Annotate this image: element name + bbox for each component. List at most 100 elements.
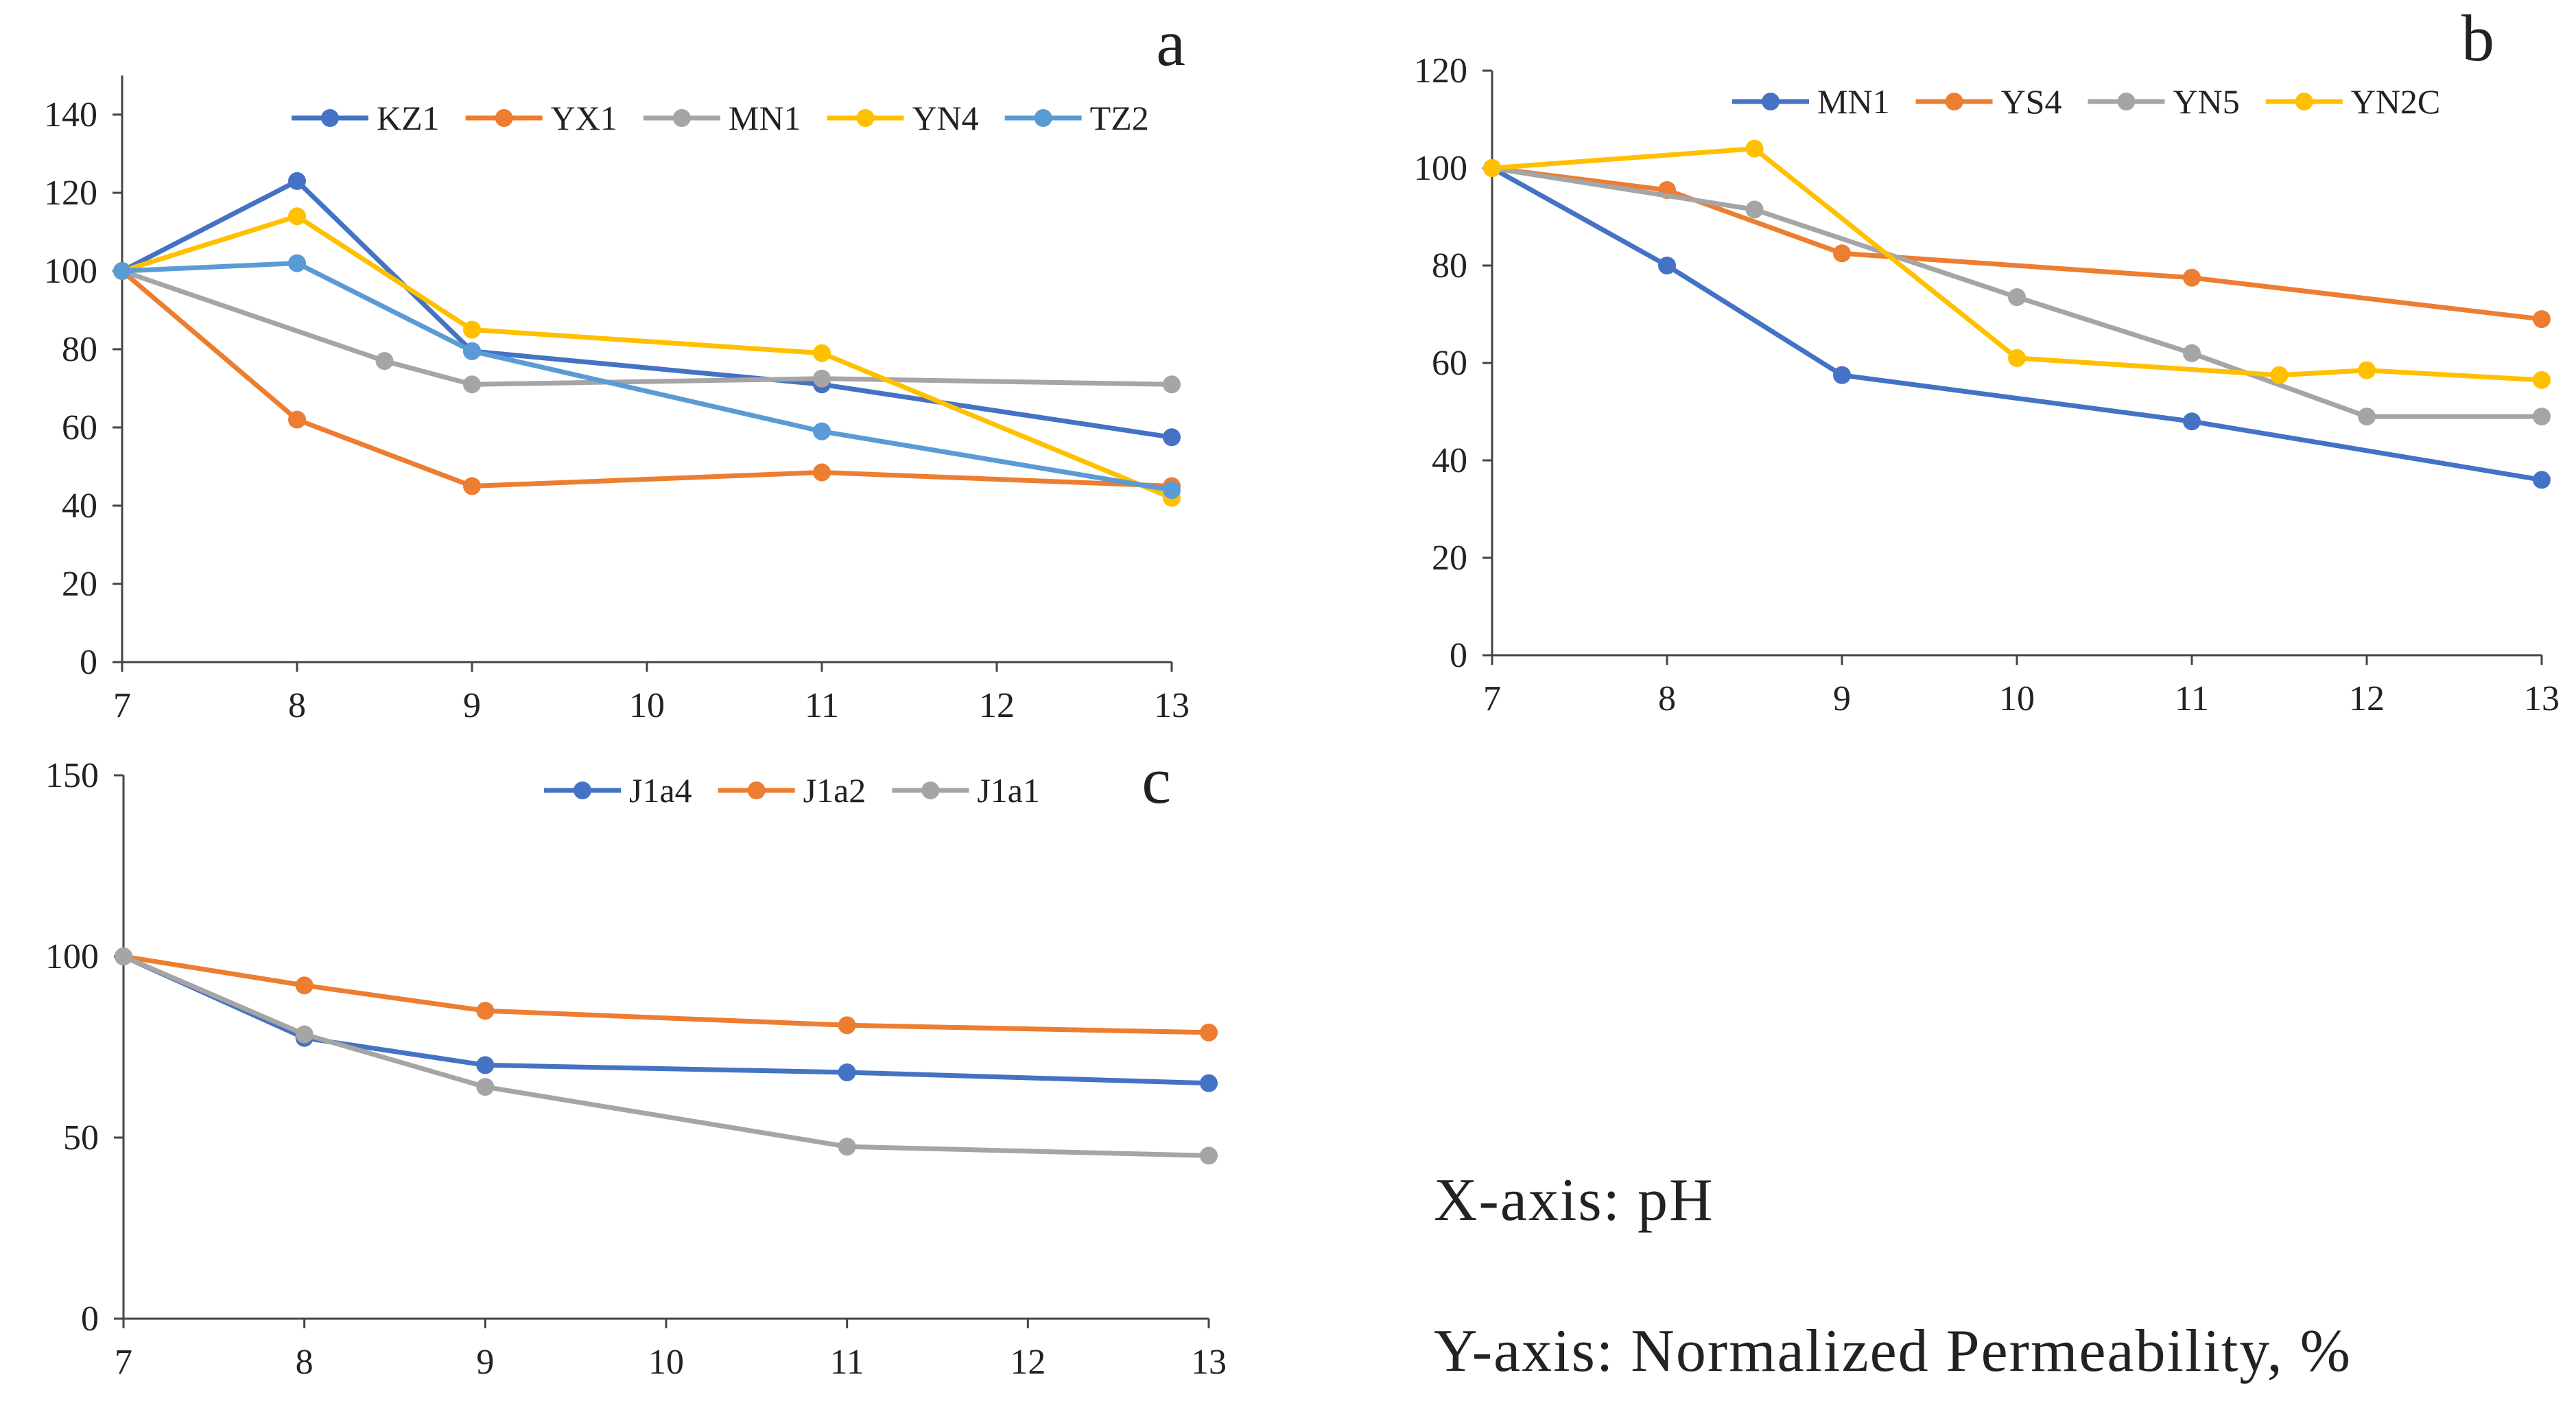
y-tick-label: 100	[44, 252, 97, 291]
y-tick-label: 0	[81, 1299, 99, 1339]
y-tick-label: 40	[62, 486, 97, 526]
y-tick-label: 60	[1432, 344, 1467, 383]
legend-label: YN4	[912, 99, 978, 137]
series-line-YX1	[119, 268, 1174, 489]
data-point-YS4	[1833, 244, 1851, 263]
legend-swatch-marker	[2295, 93, 2313, 110]
data-point-YN2C	[1483, 159, 1501, 177]
legend-swatch-marker	[747, 781, 766, 799]
legend-swatch-marker	[2117, 93, 2136, 110]
data-point-MN1	[2533, 471, 2551, 489]
legend-label: MN1	[729, 99, 801, 137]
x-tick-label: 9	[1833, 679, 1851, 718]
data-point-J1a1	[1200, 1146, 1218, 1165]
legend-swatch-marker	[672, 109, 691, 127]
x-tick-label: 12	[2349, 679, 2385, 718]
data-point-YN5	[2358, 408, 2376, 426]
x-tick-label: 12	[979, 686, 1015, 725]
y-tick-label: 120	[1414, 51, 1467, 91]
legend-label: J1a1	[977, 771, 1040, 810]
data-point-YN2C	[2358, 361, 2376, 379]
data-point-J1a2	[838, 1016, 856, 1035]
y-tick-label: 20	[62, 565, 97, 604]
x-tick-label: 10	[1999, 679, 2035, 718]
y-tick-label: 60	[62, 408, 97, 447]
data-point-TZ2	[463, 342, 481, 360]
data-point-YN2C	[2008, 349, 2026, 367]
data-point-YX1	[813, 463, 831, 482]
legend-label: YN2C	[2351, 82, 2441, 121]
series-line-YN4	[119, 213, 1174, 501]
y-axis-note: Y-axis: Normalized Permeability, %	[1434, 1318, 2352, 1385]
data-point-YN2C	[2270, 366, 2289, 384]
data-point-YS4	[2183, 268, 2201, 287]
series-line-J1a1	[121, 954, 1212, 1158]
x-tick-label: 7	[113, 686, 131, 725]
legend-swatch-marker	[1034, 109, 1052, 127]
data-point-YN5	[1745, 200, 1764, 219]
x-tick-label: 11	[830, 1343, 864, 1382]
y-tick-label: 100	[45, 937, 99, 976]
data-point-MN1	[1833, 366, 1851, 384]
legend-label: TZ2	[1090, 99, 1149, 137]
y-tick-label: 140	[44, 95, 97, 134]
data-point-TZ2	[1163, 481, 1181, 499]
y-tick-label: 120	[44, 174, 97, 213]
y-tick-label: 100	[1414, 149, 1467, 188]
legend-swatch-marker	[321, 109, 339, 127]
x-tick-label: 10	[648, 1343, 684, 1382]
x-tick-label: 13	[2524, 679, 2560, 718]
data-point-YN4	[813, 344, 831, 362]
series-line-MN1	[1489, 165, 2544, 482]
data-point-MN1	[813, 369, 831, 388]
x-tick-label: 13	[1154, 686, 1190, 725]
x-tick-label: 11	[2175, 679, 2209, 718]
legend-label: MN1	[1817, 82, 1890, 121]
legend-swatch-marker	[1762, 93, 1780, 110]
data-point-KZ1	[1163, 428, 1181, 447]
legend-label: J1a2	[803, 771, 866, 810]
data-point-KZ1	[288, 172, 306, 190]
x-axis-note: X-axis: pH	[1434, 1167, 1714, 1234]
series-line-YN5	[1489, 165, 2544, 419]
data-point-TZ2	[288, 254, 306, 272]
data-point-J1a1	[295, 1025, 314, 1044]
data-point-TZ2	[113, 262, 131, 280]
series-line-TZ2	[119, 261, 1174, 493]
data-point-J1a4	[838, 1063, 856, 1081]
data-point-J1a1	[476, 1078, 495, 1096]
legend-swatch-marker	[1945, 93, 1963, 110]
data-point-MN1	[375, 352, 394, 370]
y-tick-label: 80	[1432, 246, 1467, 285]
data-point-YX1	[463, 477, 481, 495]
data-point-MN1	[1658, 257, 1676, 274]
data-point-YN2C	[2533, 370, 2551, 389]
panel-letter: a	[1156, 6, 1185, 80]
x-tick-label: 9	[476, 1343, 494, 1382]
panel-letter: b	[2461, 1, 2494, 75]
y-tick-label: 80	[62, 330, 97, 369]
legend-label: J1a4	[629, 771, 692, 810]
y-tick-label: 0	[80, 643, 97, 682]
chart-panel-a: 0 20 40 60 80 100 120 140 7 8 9 10 11 12 13 KZ1 YX1 MN1 YN…	[44, 6, 1190, 725]
x-tick-label: 7	[115, 1343, 132, 1382]
y-tick-label: 50	[63, 1118, 99, 1157]
x-tick-label: 11	[805, 686, 839, 725]
legend-swatch-marker	[921, 781, 940, 799]
data-point-MN1	[2183, 412, 2201, 431]
data-point-J1a1	[115, 948, 132, 965]
legend-swatch-marker	[574, 781, 591, 799]
y-tick-label: 40	[1432, 441, 1467, 480]
legend-label: YX1	[551, 99, 617, 137]
legend-label: YN5	[2173, 82, 2240, 121]
y-tick-label: 150	[45, 756, 99, 795]
x-tick-label: 10	[629, 686, 665, 725]
chart-panel-b: 0 20 40 60 80 100 120 7 8 9 10 11 12 13 MN1 YS4 YN5 YN2C b	[1414, 1, 2560, 718]
legend-label: YS4	[2001, 82, 2062, 121]
data-point-J1a2	[1200, 1023, 1218, 1042]
chart-panel-c: 0 50 100 150 7 8 9 10 11 12 13 J1a4 J1a2 J1a1 c	[45, 744, 1227, 1382]
panel-letter: c	[1142, 744, 1171, 817]
series-line-J1a2	[121, 954, 1212, 1035]
data-point-YN2C	[1745, 139, 1764, 158]
data-point-J1a2	[295, 976, 314, 995]
